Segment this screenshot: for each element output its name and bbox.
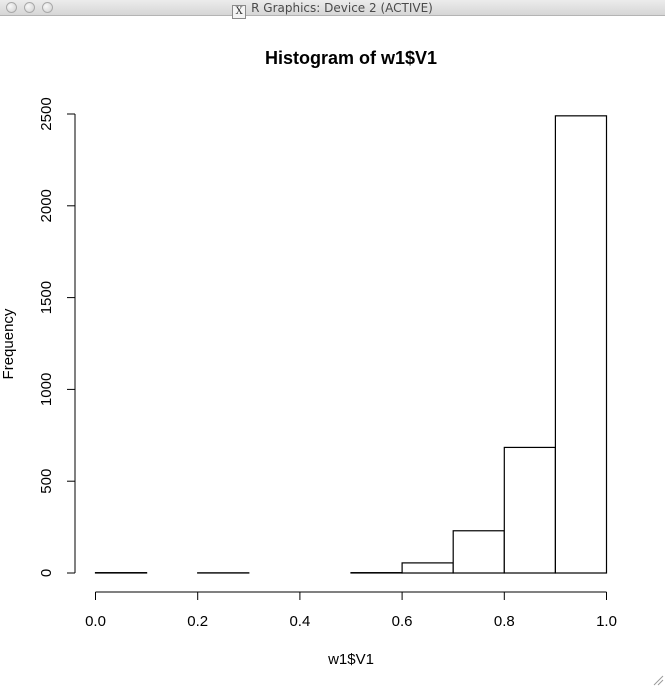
x-tick-label: 0.8 <box>494 613 515 630</box>
chart-title: Histogram of w1$V1 <box>265 48 437 68</box>
x-tick-label: 0.2 <box>187 613 208 630</box>
histogram-bar <box>401 562 454 574</box>
close-button-icon[interactable] <box>6 2 17 13</box>
minimize-button-icon[interactable] <box>24 2 35 13</box>
x-tick-label: 1.0 <box>596 613 617 630</box>
y-tick-label: 500 <box>38 469 55 494</box>
window-title-text: R Graphics: Device 2 (ACTIVE) <box>251 1 433 15</box>
y-tick-label: 1000 <box>38 373 55 406</box>
x-tick-label: 0.0 <box>85 613 106 630</box>
x-tick-label: 0.4 <box>289 613 310 630</box>
x-axis-label: w1$V1 <box>327 651 374 668</box>
y-tick-label: 1500 <box>38 281 55 314</box>
y-tick-label: 2500 <box>38 97 55 130</box>
window-titlebar: X R Graphics: Device 2 (ACTIVE) <box>0 0 665 19</box>
y-tick-label: 2000 <box>38 189 55 222</box>
zoom-button-icon[interactable] <box>42 2 53 13</box>
resize-grip-icon[interactable] <box>652 674 664 686</box>
histogram-bar <box>503 446 556 574</box>
y-axis: 0 500 1000 1500 2000 2500 <box>38 97 76 577</box>
histogram-bars <box>94 115 608 574</box>
x-axis: 0.0 0.2 0.4 0.6 0.8 1.0 <box>85 591 617 630</box>
x11-icon: X <box>232 5 247 19</box>
y-tick-label: 0 <box>38 569 55 577</box>
histogram-bar <box>554 115 608 574</box>
histogram-bar <box>452 530 505 574</box>
y-axis-label: Frequency <box>0 308 17 379</box>
window-title: X R Graphics: Device 2 (ACTIVE) <box>0 1 665 19</box>
histogram-plot: Histogram of w1$V1 0.0 0.2 0.4 0.6 0.8 1.0 0 5… <box>0 48 617 668</box>
x-tick-label: 0.6 <box>392 613 413 630</box>
